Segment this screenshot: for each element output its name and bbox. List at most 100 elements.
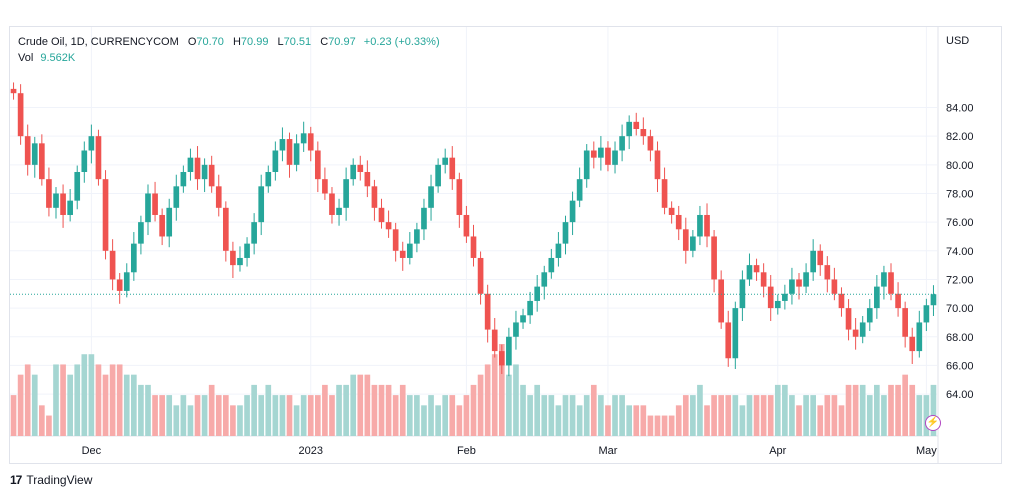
volume-bar <box>88 354 95 436</box>
candle-body <box>286 139 293 165</box>
candle-body <box>258 186 265 223</box>
volume-bar <box>201 395 208 436</box>
candle-body <box>215 186 222 208</box>
volume-bar <box>874 384 880 436</box>
candle-body <box>187 157 194 172</box>
candle-body <box>237 257 243 266</box>
candle-body <box>930 294 937 306</box>
lightning-icon[interactable]: ⚡ <box>925 415 941 431</box>
volume-bar <box>279 395 286 436</box>
volume-bar <box>60 364 66 436</box>
tradingview-brand[interactable]: 17 TradingView <box>10 473 92 487</box>
candle-body <box>414 229 420 244</box>
x-tick-label: Apr <box>769 445 786 457</box>
volume-bar <box>251 384 257 436</box>
candle-body <box>293 143 300 165</box>
volume-bar <box>909 384 916 436</box>
candle-body <box>145 193 151 223</box>
volume-bar <box>491 354 498 436</box>
volume-bar <box>293 405 300 436</box>
volume-bar <box>371 384 378 436</box>
volume-bar <box>612 395 618 436</box>
tradingview-logo-icon: 17 <box>10 473 22 487</box>
volume-bar <box>385 384 392 436</box>
volume-bar <box>322 384 328 436</box>
volume-bar <box>555 405 562 436</box>
volume-bar <box>314 395 321 436</box>
candle-body <box>449 157 456 180</box>
candle-body <box>753 265 760 273</box>
volume-bar <box>116 364 123 436</box>
volume-bar <box>753 395 760 436</box>
volume-bar <box>605 405 611 436</box>
candle-body <box>619 136 625 151</box>
chart-frame[interactable] <box>9 26 1002 464</box>
volume-bar <box>640 405 647 436</box>
candle-body <box>265 171 272 187</box>
volume-bar <box>329 395 335 436</box>
volume-bar <box>895 384 901 436</box>
candle-body <box>838 293 845 309</box>
candle-body <box>895 293 901 309</box>
volume-bar <box>803 395 809 436</box>
volume-bar <box>541 395 548 436</box>
y-tick-label: 68.00 <box>946 332 974 344</box>
x-tick-label: Feb <box>457 445 476 457</box>
volume-bar <box>81 354 88 436</box>
y-tick-label: 82.00 <box>946 131 974 143</box>
volume-bar <box>767 395 774 436</box>
candle-body <box>633 121 640 130</box>
y-tick-label: 78.00 <box>946 188 974 200</box>
candle-body <box>31 143 38 165</box>
volume-bar <box>237 405 243 436</box>
volume-bar <box>590 384 597 436</box>
candle-body <box>661 179 668 208</box>
volume-bar <box>456 405 463 436</box>
volume-bar <box>435 405 441 436</box>
volume-bar <box>682 395 689 436</box>
volume-bar <box>53 364 59 436</box>
candle-body <box>138 222 144 244</box>
volume-bar <box>123 374 130 436</box>
volume-bar <box>711 395 717 436</box>
volume-bar <box>364 374 371 436</box>
volume-bar <box>194 395 201 436</box>
candle-body <box>675 214 682 230</box>
volume-bar <box>74 364 81 436</box>
volume-bar <box>746 395 753 436</box>
low-value: 70.51 <box>283 36 312 48</box>
candle-body <box>435 164 441 187</box>
volume-bar <box>343 384 349 436</box>
volume-bar <box>576 405 583 436</box>
volume-bar <box>831 395 838 436</box>
volume-bar <box>774 384 781 436</box>
candle-body <box>272 150 279 172</box>
volume-bar <box>838 405 845 436</box>
y-tick-label: 72.00 <box>946 274 974 286</box>
volume-bar <box>159 395 165 436</box>
candle-body <box>626 121 633 137</box>
volume-bar <box>131 374 137 436</box>
brand-label: TradingView <box>26 473 93 487</box>
candle-body <box>484 293 491 330</box>
volume-bar <box>789 395 795 436</box>
candle-body <box>222 207 229 251</box>
candle-body <box>442 157 449 165</box>
candle-body <box>810 250 816 273</box>
volume-bar <box>222 395 229 436</box>
volume-bar <box>307 395 314 436</box>
candle-body <box>845 308 852 330</box>
candle-body <box>767 286 774 309</box>
y-tick-label: 70.00 <box>946 303 974 315</box>
volume-bar <box>138 384 144 436</box>
candle-body <box>576 179 583 201</box>
volume-bar <box>690 395 696 436</box>
candle-body <box>506 336 512 366</box>
candle-body <box>10 88 17 94</box>
volume-bar <box>859 384 866 436</box>
volume-bar <box>272 395 279 436</box>
volume-bar <box>31 374 38 436</box>
high-value: 70.99 <box>240 36 269 48</box>
candle-body <box>640 129 647 137</box>
